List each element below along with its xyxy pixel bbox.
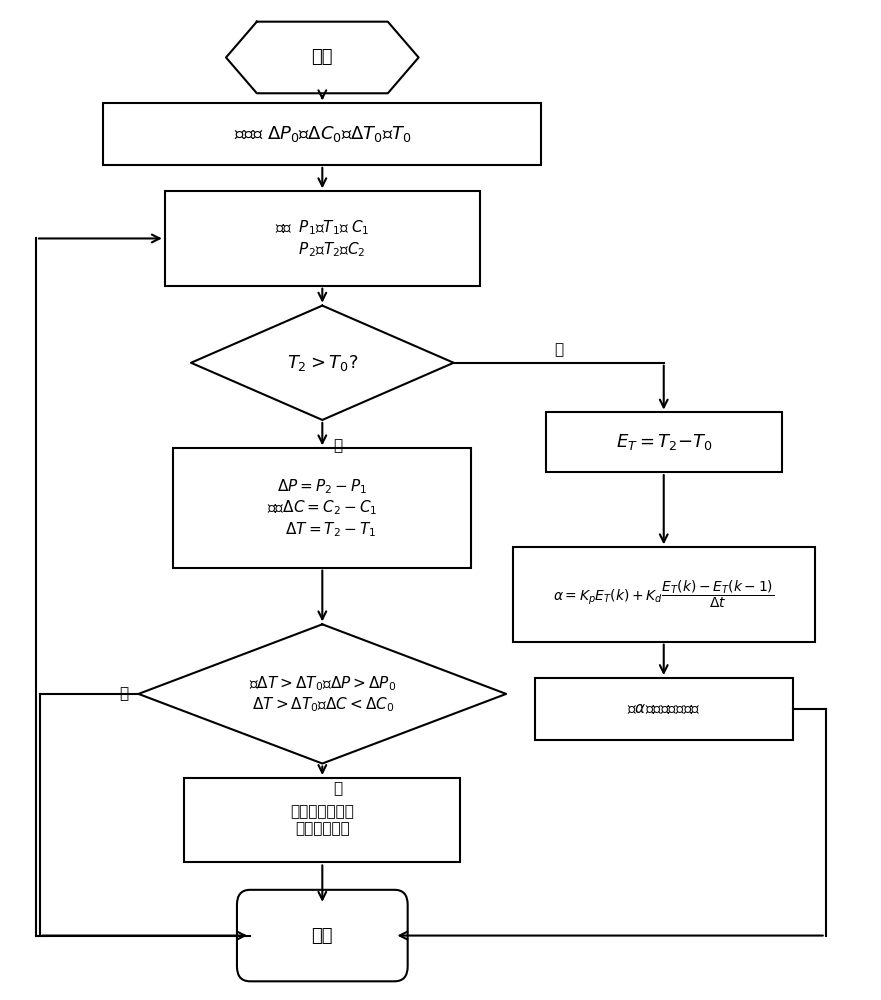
Text: 是: 是 <box>554 342 563 357</box>
Bar <box>545 412 782 472</box>
FancyBboxPatch shape <box>237 890 408 981</box>
Text: 返回: 返回 <box>312 927 333 945</box>
Bar <box>184 778 460 862</box>
Text: 读取$\;\;P_1$、$T_1$、$\;C_1$
$\quad\;P_2$、$T_2$、$C_2$: 读取$\;\;P_1$、$T_1$、$\;C_1$ $\quad\;P_2$、$… <box>275 218 370 259</box>
Text: 否: 否 <box>333 438 342 453</box>
Text: 是: 是 <box>333 781 342 796</box>
Text: $\alpha=K_p E_T(k)+K_d\dfrac{E_T(k)-E_T(k-1)}{\Delta t}$: $\alpha=K_p E_T(k)+K_d\dfrac{E_T(k)-E_T(… <box>553 579 774 610</box>
Bar <box>513 547 815 642</box>
Bar <box>103 103 541 165</box>
Bar <box>165 191 480 286</box>
Polygon shape <box>138 624 507 764</box>
Bar <box>174 448 471 568</box>
Text: $T_2>T_0$?: $T_2>T_0$? <box>286 353 358 373</box>
Text: 开始: 开始 <box>312 48 333 66</box>
Polygon shape <box>226 22 418 93</box>
Bar <box>535 678 793 740</box>
Text: $E_T=T_2\mathrm{-}T_0$: $E_T=T_2\mathrm{-}T_0$ <box>616 432 712 452</box>
Text: 初始化 $\Delta P_0$、$\Delta C_0$、$\Delta T_0$、$T_0$: 初始化 $\Delta P_0$、$\Delta C_0$、$\Delta T_… <box>233 124 411 144</box>
Text: 按$\alpha$控制节流阀开度: 按$\alpha$控制节流阀开度 <box>627 701 700 716</box>
Text: 切换进气三通阀
与出气三通阀: 切换进气三通阀 与出气三通阀 <box>291 804 354 836</box>
Text: 或$\Delta T>\Delta T_0$且$\Delta P>\Delta P_0$
$\,\Delta T>\Delta T_0$且$\Delta C<\: 或$\Delta T>\Delta T_0$且$\Delta P>\Delta … <box>248 674 396 714</box>
Text: $\Delta P=P_2-P_1$
计算$\Delta C=C_2-C_1$
$\quad\,\Delta T=T_2-T_1$: $\Delta P=P_2-P_1$ 计算$\Delta C=C_2-C_1$ … <box>267 477 378 539</box>
Text: 否: 否 <box>119 686 128 701</box>
Polygon shape <box>191 306 454 420</box>
